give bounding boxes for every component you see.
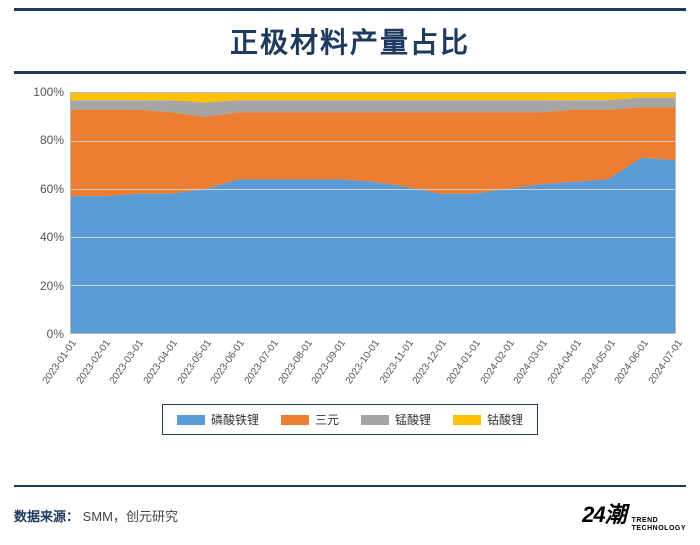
brand-logo: 24潮 TREND TECHNOLOGY <box>582 497 686 533</box>
footer: 数据来源： SMM，创元研究 24潮 TREND TECHNOLOGY <box>14 485 686 533</box>
y-tick-label: 0% <box>47 327 64 341</box>
stacked-area-chart: 0% 20% 40% 60% 80% 100% 2023-01-012023-02-012… <box>28 86 682 396</box>
legend-swatch <box>177 415 205 425</box>
legend-label: 三元 <box>315 411 339 428</box>
logo-sub: TREND TECHNOLOGY <box>632 517 686 533</box>
y-tick-label: 80% <box>40 133 64 147</box>
page-title: 正极材料产量占比 <box>14 21 686 61</box>
x-tick-label: 2023-03-01 <box>108 338 146 386</box>
x-tick-label: 2024-03-01 <box>512 338 550 386</box>
y-axis: 0%20%40%60%80%100% <box>28 92 68 334</box>
x-tick-label: 2024-01-01 <box>445 338 483 386</box>
grid-line <box>71 189 675 190</box>
x-tick-label: 2023-10-01 <box>344 338 382 386</box>
legend-swatch <box>453 415 481 425</box>
title-bar: 正极材料产量占比 <box>14 8 686 74</box>
legend: 磷酸铁锂 三元 锰酸锂 钴酸锂 <box>162 404 538 435</box>
grid-line <box>71 237 675 238</box>
legend-item: 锰酸锂 <box>361 411 431 428</box>
x-tick-label: 2023-06-01 <box>209 338 247 386</box>
legend-label: 磷酸铁锂 <box>211 411 259 428</box>
source-label: 数据来源： <box>14 509 79 524</box>
legend-item: 磷酸铁锂 <box>177 411 259 428</box>
source-text: 数据来源： SMM，创元研究 <box>14 506 178 525</box>
y-tick-label: 60% <box>40 182 64 196</box>
x-tick-label: 2024-06-01 <box>613 338 651 386</box>
legend-item: 三元 <box>281 411 339 428</box>
x-tick-label: 2023-09-01 <box>310 338 348 386</box>
logo-main: 24潮 <box>582 497 625 529</box>
legend-item: 钴酸锂 <box>453 411 523 428</box>
legend-swatch <box>281 415 309 425</box>
x-tick-label: 2024-04-01 <box>546 338 584 386</box>
x-tick-label: 2023-12-01 <box>411 338 449 386</box>
legend-label: 钴酸锂 <box>487 411 523 428</box>
legend-label: 锰酸锂 <box>395 411 431 428</box>
y-tick-label: 100% <box>33 85 64 99</box>
plot-area <box>70 92 676 334</box>
x-tick-label: 2023-01-01 <box>41 338 79 386</box>
x-tick-label: 2024-07-01 <box>647 338 685 386</box>
area-layers <box>71 93 675 333</box>
grid-line <box>71 285 675 286</box>
y-tick-label: 40% <box>40 230 64 244</box>
legend-swatch <box>361 415 389 425</box>
x-axis: 2023-01-012023-02-012023-03-012023-04-01… <box>70 334 676 396</box>
grid-line <box>71 141 675 142</box>
x-tick-label: 2023-04-01 <box>142 338 180 386</box>
y-tick-label: 20% <box>40 279 64 293</box>
x-tick-label: 2023-07-01 <box>243 338 281 386</box>
source-value: SMM，创元研究 <box>83 509 178 524</box>
